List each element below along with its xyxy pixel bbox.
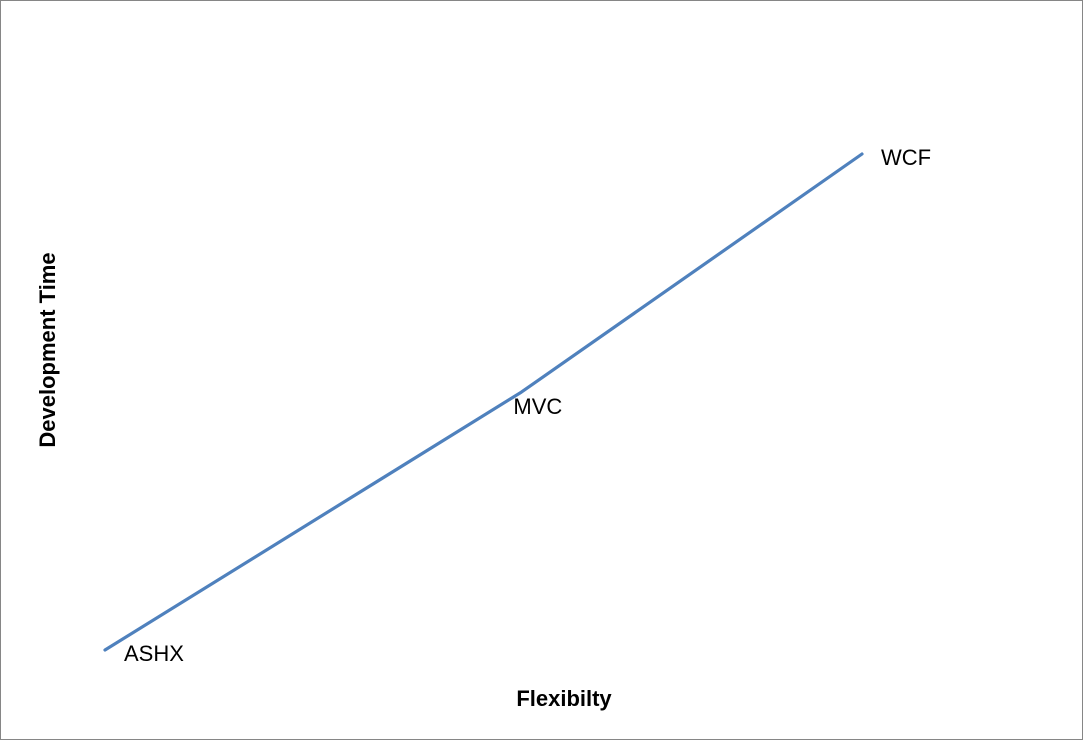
data-label-ashx: ASHX [124,641,184,666]
data-label-mvc: MVC [513,394,562,419]
point-label-layer: ASHX MVC WCF [124,145,931,666]
x-axis-title: Flexibilty [516,686,612,711]
data-label-wcf: WCF [881,145,931,170]
series-line [103,152,864,652]
y-axis-title: Development Time [35,252,60,447]
series-layer [103,152,864,652]
